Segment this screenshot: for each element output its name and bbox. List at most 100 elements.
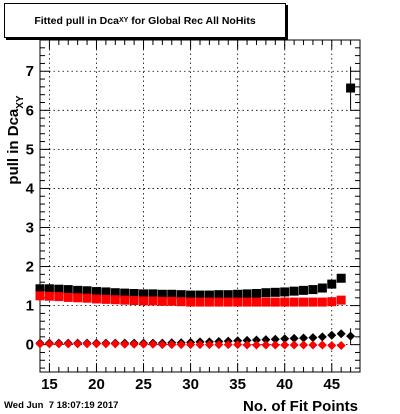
- data-point-square: [270, 287, 280, 297]
- data-point-diamond: [317, 340, 327, 350]
- data-point-square: [336, 273, 346, 283]
- data-point-square: [110, 295, 120, 305]
- data-point-square: [82, 286, 92, 296]
- data-point-square: [195, 290, 205, 300]
- data-point-square: [214, 290, 224, 300]
- data-point-diamond: [195, 340, 205, 350]
- data-point-diamond: [336, 329, 346, 339]
- data-point-square: [120, 288, 130, 298]
- series-3: [35, 339, 346, 350]
- series-1: [35, 291, 346, 307]
- data-point-square: [251, 297, 261, 307]
- data-point-diamond: [35, 339, 45, 349]
- chart-title: Fitted pull in Dca XY for Global Rec All …: [4, 3, 286, 38]
- data-marks: [35, 66, 356, 350]
- data-point-square: [261, 288, 271, 298]
- y-axis-title: pull in DcaXY: [5, 95, 26, 185]
- x-tick-label: 45: [323, 376, 340, 393]
- data-point-square: [270, 297, 280, 307]
- data-point-square: [280, 297, 290, 307]
- x-axis-title: No. of Fit Points: [243, 398, 358, 414]
- data-point-diamond: [63, 339, 73, 349]
- chart-title-subscript: XY: [118, 17, 129, 24]
- data-point-diamond: [110, 339, 120, 349]
- y-tick-label: 3: [26, 219, 34, 236]
- data-point-square: [129, 296, 139, 306]
- data-point-square: [327, 279, 337, 289]
- data-point-square: [195, 297, 205, 307]
- data-point-square: [91, 287, 101, 297]
- data-point-diamond: [280, 334, 290, 344]
- data-point-square: [186, 297, 196, 307]
- data-point-square: [167, 296, 177, 306]
- y-tick-label: 7: [26, 63, 34, 80]
- data-point-square: [44, 284, 54, 294]
- data-point-square: [101, 294, 111, 304]
- data-point-square: [289, 297, 299, 307]
- data-point-square: [54, 292, 64, 302]
- data-point-square: [223, 290, 233, 300]
- data-point-square: [233, 289, 243, 299]
- data-point-square: [186, 290, 196, 300]
- data-point-diamond: [91, 339, 101, 349]
- y-tick-label: 2: [26, 259, 34, 276]
- data-point-diamond: [233, 340, 243, 350]
- data-point-diamond: [280, 340, 290, 350]
- data-point-diamond: [308, 333, 318, 343]
- data-point-diamond: [261, 335, 271, 345]
- series-0: [35, 66, 356, 300]
- y-tick-label: 6: [26, 102, 34, 119]
- data-point-diamond: [139, 339, 149, 349]
- data-point-square: [110, 288, 120, 298]
- data-point-square: [35, 291, 45, 301]
- data-point-square: [35, 284, 45, 294]
- data-point-square: [317, 283, 327, 293]
- data-point-square: [242, 289, 252, 299]
- plot-frame: [39, 39, 361, 373]
- data-point-square: [148, 296, 158, 306]
- data-point-diamond: [308, 340, 318, 350]
- chart-title-suffix: for Global Rec All NoHits: [128, 14, 256, 27]
- x-tick-label: 30: [182, 376, 199, 393]
- data-point-square: [280, 287, 290, 297]
- data-point-square: [308, 297, 318, 307]
- data-point-diamond: [223, 340, 233, 350]
- data-point-diamond: [346, 331, 356, 341]
- data-point-square: [233, 297, 243, 307]
- timestamp: Wed Jun 7 18:07:19 2017: [4, 400, 119, 411]
- x-tick-label: 20: [88, 376, 105, 393]
- data-point-square: [308, 285, 318, 295]
- data-point-square: [148, 289, 158, 299]
- data-point-diamond: [299, 333, 309, 343]
- data-point-square: [223, 297, 233, 307]
- data-point-square: [346, 83, 356, 93]
- data-point-diamond: [54, 339, 64, 349]
- data-point-square: [204, 297, 214, 307]
- data-point-square: [157, 296, 167, 306]
- data-point-square: [214, 297, 224, 307]
- data-point-square: [101, 287, 111, 297]
- x-tick-label: 35: [229, 376, 246, 393]
- data-point-diamond: [129, 339, 139, 349]
- data-point-diamond: [317, 332, 327, 342]
- data-point-diamond: [214, 340, 224, 350]
- data-point-square: [44, 291, 54, 301]
- data-point-diamond: [167, 340, 177, 350]
- data-point-diamond: [251, 335, 261, 345]
- data-point-square: [73, 293, 83, 303]
- data-point-diamond: [186, 340, 196, 350]
- data-point-square: [251, 288, 261, 298]
- data-point-square: [242, 297, 252, 307]
- data-point-square: [317, 297, 327, 307]
- data-point-diamond: [242, 335, 252, 345]
- data-point-diamond: [270, 334, 280, 344]
- y-tick-label: 1: [26, 298, 34, 315]
- data-point-diamond: [242, 340, 252, 350]
- data-point-diamond: [120, 339, 130, 349]
- data-point-diamond: [176, 340, 186, 350]
- data-point-square: [167, 289, 177, 299]
- data-point-diamond: [44, 339, 54, 349]
- data-point-square: [336, 295, 346, 305]
- data-point-diamond: [261, 340, 271, 350]
